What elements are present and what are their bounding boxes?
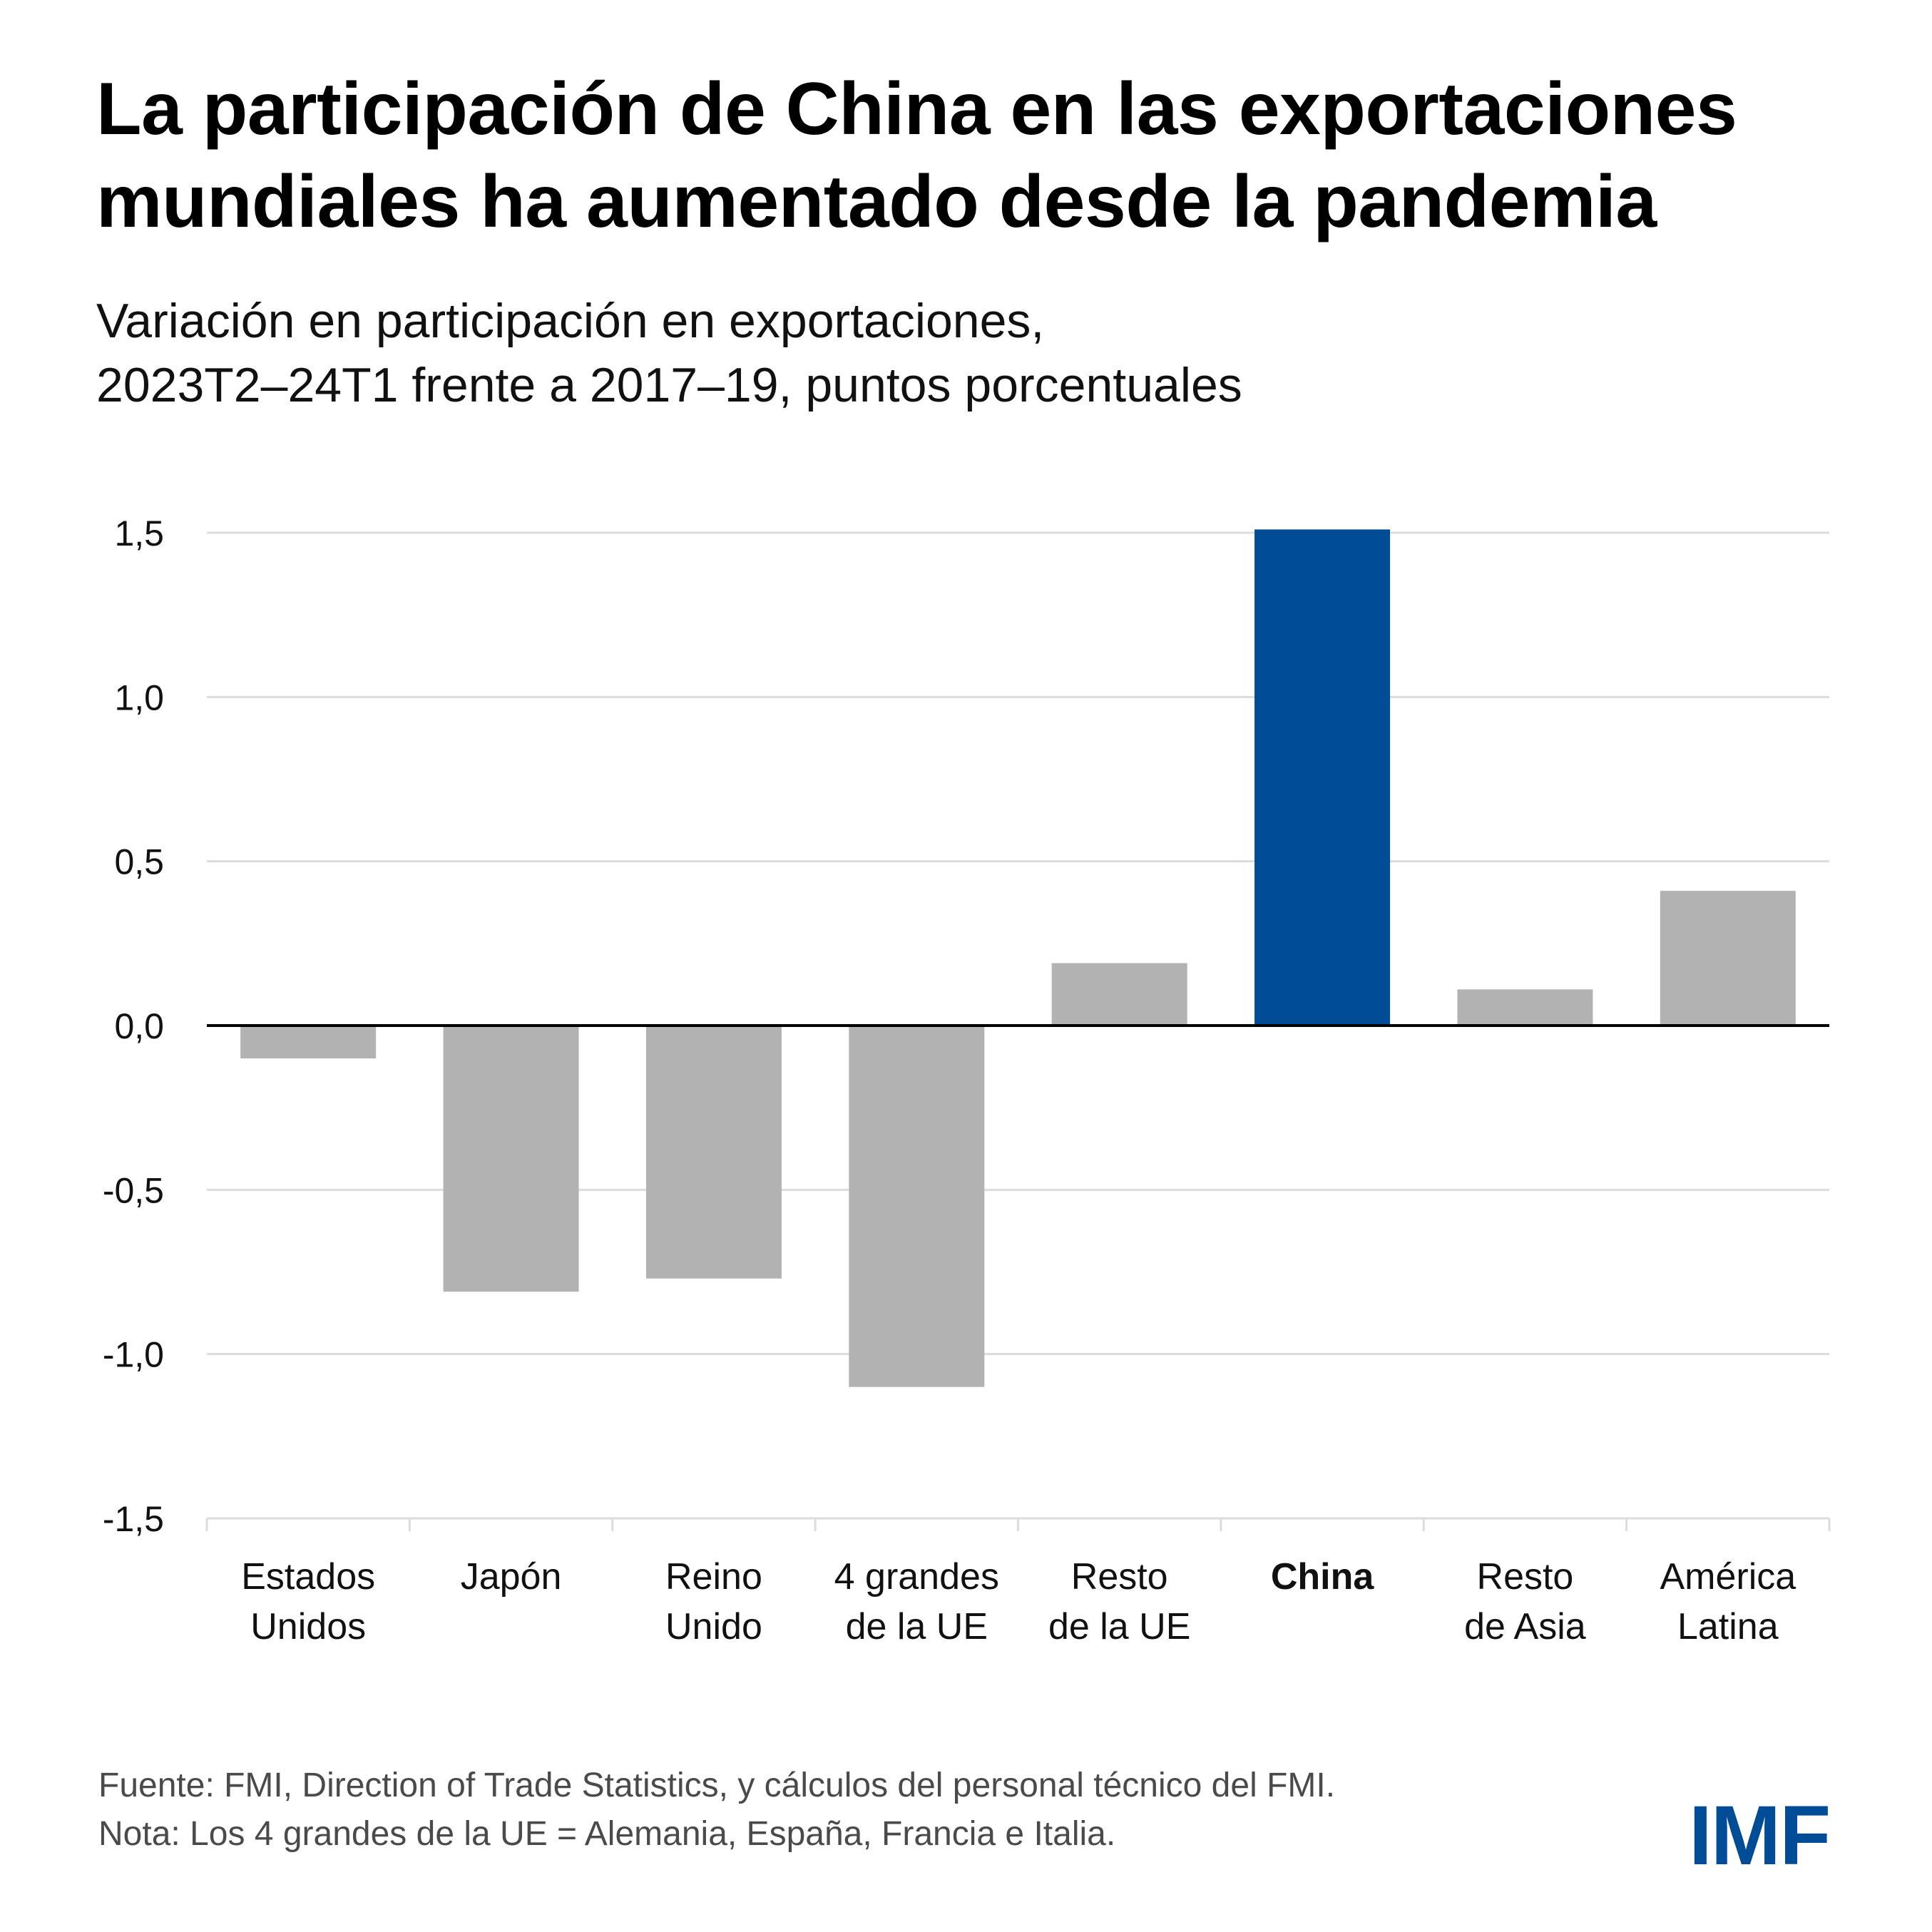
y-tick-label: 0,0 [114, 1006, 164, 1046]
x-tick-label: China [1271, 1556, 1375, 1598]
y-tick-label: -1,5 [103, 1499, 164, 1539]
chart-subtitle-line-2: 2023T2–24T1 frente a 2017–19, puntos por… [96, 358, 1242, 412]
bar [1457, 989, 1593, 1026]
source-note: Fuente: FMI, Direction of Trade Statisti… [98, 1767, 1336, 1804]
imf-logo: IMF [1689, 1789, 1831, 1883]
x-tick-label: Resto [1477, 1556, 1574, 1598]
x-tick-label: Japón [461, 1556, 562, 1598]
x-tick-label: América [1660, 1556, 1796, 1598]
y-tick-label: -0,5 [103, 1170, 164, 1210]
chart-title-line-2: mundiales ha aumentado desde la pandemia [96, 160, 1657, 243]
bar [1051, 963, 1187, 1026]
y-tick-label: 1,0 [114, 678, 164, 717]
bar [645, 1026, 782, 1279]
chart-subtitle-line-1: Variación en participación en exportacio… [96, 294, 1045, 348]
chart-title: La participación de China en las exporta… [96, 63, 1879, 248]
chart-title-line-1: La participación de China en las exporta… [96, 68, 1737, 150]
bar [240, 1026, 377, 1059]
x-tick-label: de la UE [1048, 1606, 1190, 1647]
x-tick-label: Unido [665, 1606, 762, 1647]
bar [1254, 529, 1391, 1026]
bar [1660, 891, 1796, 1026]
y-tick-label: 1,5 [114, 513, 164, 553]
chart-subtitle: Variación en participación en exportacio… [96, 289, 1879, 417]
y-tick-label: 0,5 [114, 842, 164, 882]
x-tick-label: 4 grandes [834, 1556, 999, 1598]
footnote: Nota: Los 4 grandes de la UE = Alemania,… [98, 1815, 1116, 1853]
x-tick-label: de Asia [1464, 1606, 1586, 1647]
x-tick-label: Latina [1677, 1606, 1779, 1647]
x-tick-label: Resto [1071, 1556, 1168, 1598]
x-tick-label: Reino [665, 1556, 762, 1598]
x-tick-label: de la UE [846, 1606, 988, 1647]
y-tick-label: -1,0 [103, 1335, 164, 1375]
x-tick-label: Unidos [250, 1606, 366, 1647]
chart-footer: Fuente: FMI, Direction of Trade Statisti… [98, 1762, 1335, 1859]
bar [849, 1026, 985, 1387]
x-tick-label: Estados [241, 1556, 375, 1598]
bar [443, 1026, 579, 1292]
